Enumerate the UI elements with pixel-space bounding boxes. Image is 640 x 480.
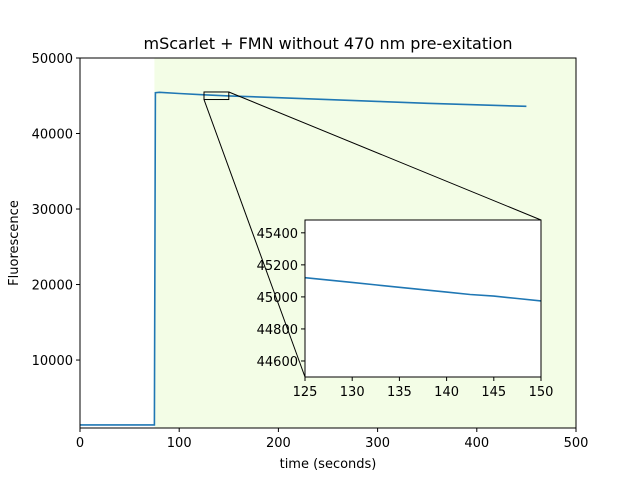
zoom-connector-line xyxy=(228,91,542,221)
inset-x-tick-label: 125 xyxy=(293,385,318,400)
y-axis-label: Fluorescence xyxy=(7,200,22,286)
inset-ticks: 125 130 135 140 145 150 44600 44800 45000 45200 45… xyxy=(257,227,554,400)
inset-x-tick-label: 150 xyxy=(529,385,554,400)
inset-x-tick-label: 135 xyxy=(387,385,412,400)
zoom-connector-line xyxy=(203,99,306,378)
zoom-box xyxy=(203,91,230,101)
inset-y-tick-label: 45000 xyxy=(257,291,298,306)
inset-y-tick-label: 44600 xyxy=(257,355,298,370)
plot-frame xyxy=(79,57,577,429)
x-axis-label: time (seconds) xyxy=(280,457,377,472)
chart-title: mScarlet + FMN without 470 nm pre-exitat… xyxy=(144,34,513,53)
main-x-tick-label: 200 xyxy=(266,436,291,451)
main-x-tick-label: 100 xyxy=(167,436,192,451)
main-x-tick-label: 0 xyxy=(76,436,84,451)
inset-x-tick-label: 140 xyxy=(434,385,459,400)
inset-chart: 125 130 135 140 145 150 44600 44800 45000 45200 45… xyxy=(257,219,554,400)
main-x-tick-label: 500 xyxy=(564,436,589,451)
inset-y-tick-label: 44800 xyxy=(257,323,298,338)
inset-x-tick-label: 130 xyxy=(340,385,365,400)
main-y-tick-label: 50000 xyxy=(32,52,73,67)
main-x-tick-label: 300 xyxy=(365,436,390,451)
main-y-tick-label: 20000 xyxy=(32,279,73,294)
inset-series-line xyxy=(304,276,542,302)
inset-background xyxy=(305,220,541,377)
main-ticks: 0 100 200 300 400 500 10000 20000 30000 40000 5000… xyxy=(32,52,589,451)
main-y-tick-label: 10000 xyxy=(32,354,73,369)
inset-frame xyxy=(304,219,542,378)
main-x-tick-label: 400 xyxy=(464,436,489,451)
inset-x-tick-label: 145 xyxy=(481,385,506,400)
inset-y-tick-label: 45200 xyxy=(257,259,298,274)
inset-y-tick-label: 45400 xyxy=(257,227,298,242)
main-y-tick-label: 40000 xyxy=(32,128,73,143)
main-y-tick-label: 30000 xyxy=(32,203,73,218)
